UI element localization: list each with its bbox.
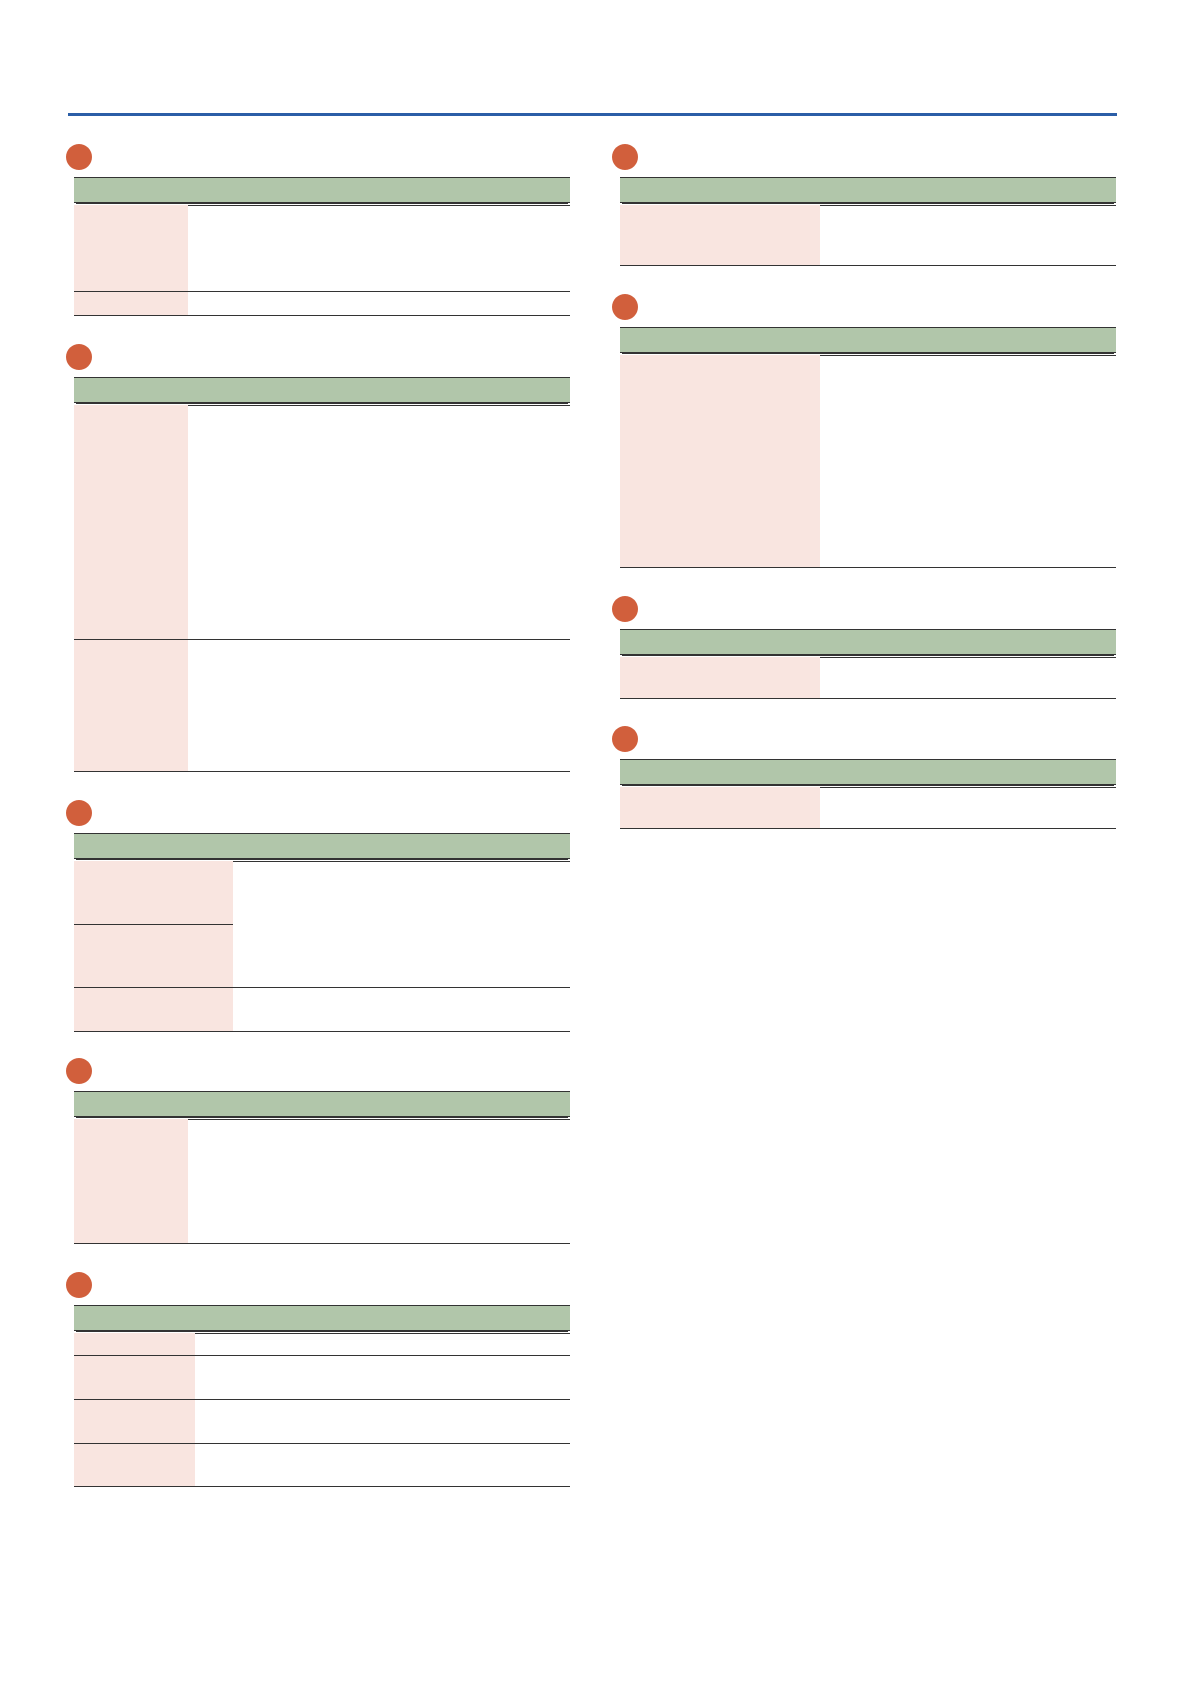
circle-badge-icon bbox=[66, 800, 92, 826]
circle-badge-icon bbox=[66, 144, 92, 170]
label-cell bbox=[74, 925, 233, 987]
label-cell bbox=[620, 657, 820, 698]
label-cell bbox=[74, 405, 188, 639]
row-divider bbox=[74, 1399, 570, 1400]
label-cell bbox=[74, 1400, 195, 1443]
table-header bbox=[74, 833, 570, 862]
label-cell bbox=[74, 1333, 195, 1355]
circle-badge-icon bbox=[66, 1272, 92, 1298]
label-cell bbox=[74, 988, 233, 1031]
table-header bbox=[620, 629, 1116, 658]
row-divider bbox=[74, 771, 570, 772]
label-cell bbox=[74, 640, 188, 771]
label-cell bbox=[74, 1356, 195, 1399]
circle-badge-icon bbox=[612, 294, 638, 320]
top-divider bbox=[68, 113, 1117, 116]
label-cell bbox=[74, 205, 188, 291]
table-header bbox=[620, 327, 1116, 356]
circle-badge-icon bbox=[66, 344, 92, 370]
circle-badge-icon bbox=[612, 144, 638, 170]
row-divider bbox=[620, 567, 1116, 568]
label-cell bbox=[620, 205, 820, 265]
row-divider bbox=[74, 987, 570, 988]
table-header bbox=[74, 377, 570, 406]
row-divider bbox=[74, 1031, 570, 1032]
circle-badge-icon bbox=[612, 726, 638, 752]
circle-badge-icon bbox=[612, 596, 638, 622]
row-divider bbox=[620, 828, 1116, 829]
row-divider bbox=[620, 698, 1116, 699]
label-cell bbox=[74, 1119, 188, 1243]
table-header bbox=[74, 1305, 570, 1334]
row-divider bbox=[74, 315, 570, 316]
row-divider bbox=[74, 924, 233, 925]
row-divider bbox=[74, 1355, 570, 1356]
label-cell bbox=[620, 355, 820, 567]
row-divider bbox=[74, 1243, 570, 1244]
table-header bbox=[620, 177, 1116, 206]
label-cell bbox=[620, 787, 820, 828]
row-divider bbox=[74, 291, 570, 292]
row-divider bbox=[74, 1443, 570, 1444]
table-header bbox=[74, 1091, 570, 1120]
label-cell bbox=[74, 1444, 195, 1486]
row-divider bbox=[74, 1486, 570, 1487]
table-header bbox=[620, 759, 1116, 788]
label-cell bbox=[74, 292, 188, 315]
table-header bbox=[74, 177, 570, 206]
row-divider bbox=[74, 639, 570, 640]
circle-badge-icon bbox=[66, 1058, 92, 1084]
row-divider bbox=[620, 265, 1116, 266]
label-cell bbox=[74, 861, 233, 924]
